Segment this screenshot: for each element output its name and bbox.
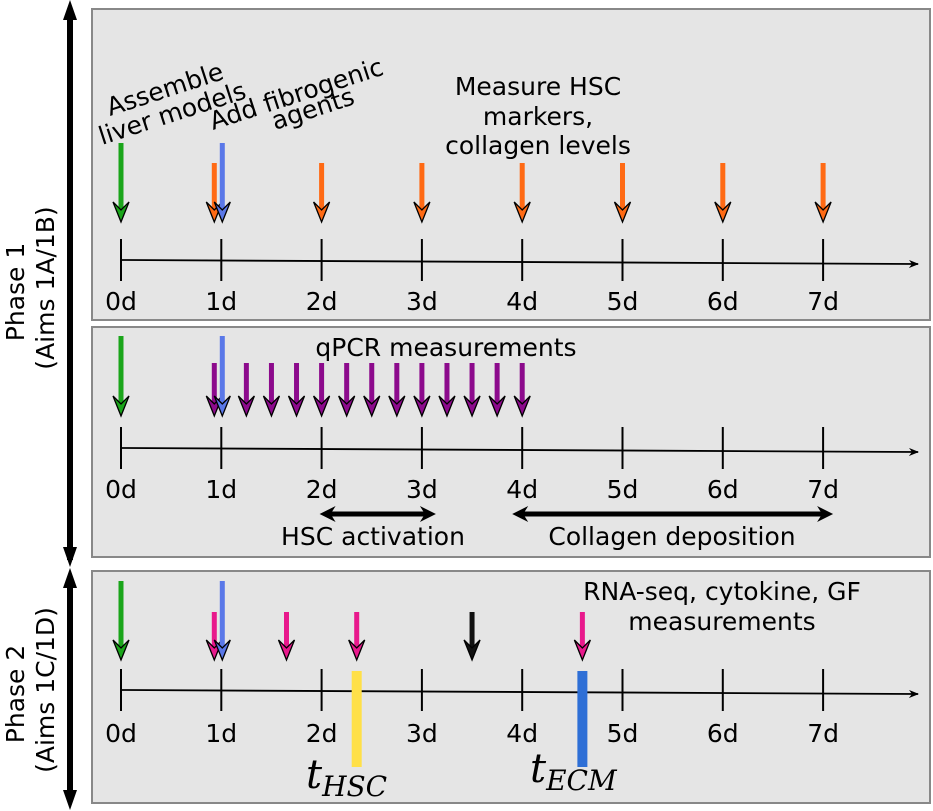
- orange-measure-arrow: [312, 163, 331, 224]
- qpcr-label: qPCR measurements: [315, 333, 576, 362]
- blue-fibrogenic-arrow: [213, 143, 231, 224]
- panel-1: [91, 8, 931, 321]
- measure-label: Measure HSC: [455, 72, 621, 101]
- panel-2-day-label: 6d: [707, 475, 739, 504]
- panel-1-day-label: 0d: [105, 287, 137, 316]
- panel-1-axis: [120, 259, 919, 268]
- orange-measure-arrow: [413, 163, 431, 224]
- purple-qpcr-arrow: [338, 363, 356, 418]
- panel-3-day-label: 5d: [607, 719, 639, 748]
- panel-2-axis: [120, 447, 919, 456]
- purple-qpcr-arrow: [513, 363, 531, 418]
- panel-2-day-label: 1d: [205, 475, 237, 504]
- panel-2-day-label: 4d: [506, 475, 538, 504]
- panel-3-day-label: 4d: [506, 719, 538, 748]
- panel-3-day-label: 2d: [306, 719, 338, 748]
- purple-qpcr-arrow: [413, 363, 431, 418]
- purple-qpcr-arrow: [262, 363, 281, 418]
- pink-measurement-arrow: [277, 612, 296, 662]
- panel-3: [91, 570, 931, 804]
- hsc-activation-label: HSC activation: [281, 522, 465, 551]
- phase-2-bracket: [63, 568, 77, 810]
- orange-measure-arrow: [613, 163, 632, 224]
- phase-2-label: Phase 2 (Aims 1C/1D): [1, 607, 60, 773]
- t-ecm-label: tECM: [530, 746, 618, 797]
- measurements-label: measurements: [628, 607, 815, 636]
- collagen-deposition-label: Collagen deposition: [548, 522, 795, 551]
- green-assemble-arrow: [112, 336, 130, 418]
- blue-fibrogenic-arrow: [213, 581, 231, 662]
- purple-qpcr-arrow: [488, 363, 506, 418]
- phase-1-label: Phase 1 (Aims 1A/1B): [1, 206, 60, 369]
- black-measurement-arrow: [463, 612, 481, 662]
- phase-1-bracket: [63, 0, 77, 567]
- collagen-deposition-range-arrow: [512, 506, 834, 522]
- panel-3-day-label: 6d: [707, 719, 739, 748]
- pink-measurement-arrow: [348, 612, 366, 662]
- panel-1-day-label: 1d: [205, 287, 237, 316]
- t-hsc-bar: [351, 671, 362, 767]
- orange-measure-arrow: [814, 163, 832, 224]
- panel-2-day-label: 7d: [807, 475, 839, 504]
- green-assemble-arrow: [112, 581, 130, 662]
- rnaseq-label: RNA-seq, cytokine, GF: [583, 577, 861, 606]
- panel-3-day-label: 0d: [105, 719, 137, 748]
- panel-2-day-label: 3d: [406, 475, 438, 504]
- purple-qpcr-arrow: [388, 363, 406, 418]
- event-markers: [112, 143, 834, 767]
- panel-3-axis: [120, 689, 919, 698]
- purple-qpcr-arrow: [287, 363, 306, 418]
- t-hsc-label: tHSC: [306, 752, 387, 803]
- hsc-activation-range-arrow: [319, 506, 436, 522]
- purple-qpcr-arrow: [363, 363, 381, 418]
- pink-measurement-arrow: [573, 612, 591, 662]
- panel-1-day-label: 5d: [607, 287, 639, 316]
- panel-1-day-label: 2d: [306, 287, 338, 316]
- panel-1-day-label: 4d: [506, 287, 538, 316]
- green-assemble-arrow: [112, 143, 130, 224]
- panel-1-day-label: 6d: [707, 287, 739, 316]
- panel-1-day-label: 3d: [406, 287, 438, 316]
- purple-qpcr-arrow: [312, 363, 331, 418]
- purple-qpcr-arrow: [237, 363, 255, 418]
- panel-1-day-label: 7d: [807, 287, 839, 316]
- panel-2: [91, 326, 931, 558]
- orange-measure-arrow: [513, 163, 531, 224]
- panel-2-day-label: 2d: [306, 475, 338, 504]
- panel-2-day-label: 5d: [607, 475, 639, 504]
- orange-measure-arrow: [714, 163, 732, 224]
- purple-qpcr-arrow: [463, 363, 481, 418]
- panel-3-day-label: 1d: [205, 719, 237, 748]
- markers-label: markers,: [483, 102, 593, 131]
- panel-3-day-label: 7d: [807, 719, 839, 748]
- timelines: 0d 1d 2d 3d 4d 5d 6d 7d 0d 1d 2d 3d 4d 5d 6d 7d 0d 1d 2d 3d…: [105, 239, 919, 748]
- blue-fibrogenic-arrow: [213, 336, 231, 418]
- t-ecm-bar: [577, 671, 588, 767]
- panel-2-day-label: 0d: [105, 475, 137, 504]
- collagen-levels-label: collagen levels: [445, 131, 631, 160]
- purple-qpcr-arrow: [438, 363, 456, 418]
- panel-3-day-label: 3d: [406, 719, 438, 748]
